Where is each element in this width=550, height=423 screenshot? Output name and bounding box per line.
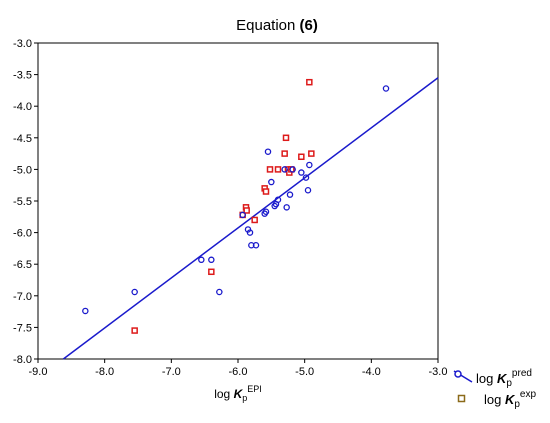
y-tick-label: -8.0 — [13, 354, 32, 366]
exp-point — [208, 268, 215, 276]
data-points — [82, 78, 390, 334]
exp-point — [306, 78, 313, 86]
y-tick-label: -7.0 — [13, 291, 32, 303]
exp-point — [251, 216, 258, 224]
pred-point — [268, 178, 275, 186]
exp-point — [266, 166, 274, 173]
pred-point — [283, 204, 290, 211]
pred-point — [252, 241, 260, 249]
pred-point — [246, 229, 254, 236]
legend-exp-label: log Kpexp — [484, 389, 536, 410]
pred-point — [239, 211, 246, 219]
legend: log Kppred log Kpexp — [453, 368, 536, 410]
axis-ticks: -9.0 -8.0 -7.0 -6.0 -5.0 -4.0 -3.0-3.0-3.5-4.0… — [13, 38, 447, 378]
y-tick-label: -3.0 — [13, 38, 32, 50]
chart-title: Equation (6) — [236, 17, 318, 34]
y-tick-label: -3.5 — [13, 70, 32, 82]
x-tick-label: -9.0 — [29, 366, 48, 378]
x-axis-label: log KpEPI — [214, 384, 262, 403]
x-tick-label: -3.0 — [429, 366, 448, 378]
pred-point — [264, 148, 272, 155]
plot-background — [38, 43, 438, 359]
exp-point — [308, 150, 315, 157]
y-tick-label: -6.0 — [13, 228, 32, 240]
y-tick-label: -6.5 — [13, 259, 32, 271]
y-tick-label: -5.0 — [13, 164, 32, 176]
pred-point — [302, 174, 310, 181]
legend-item-pred: log Kppred — [453, 368, 532, 389]
pred-point — [382, 85, 390, 92]
x-tick-label: -6.0 — [229, 366, 248, 378]
pred-point — [198, 256, 205, 264]
pred-point — [286, 191, 294, 198]
y-tick-label: -4.0 — [13, 101, 32, 113]
x-tick-label: -8.0 — [95, 366, 114, 378]
fit-line — [62, 77, 439, 360]
exp-point — [282, 134, 290, 142]
pred-point — [298, 169, 305, 176]
legend-item-exp: log Kpexp — [457, 389, 536, 410]
y-tick-label: -5.5 — [13, 196, 32, 208]
exp-point — [262, 188, 270, 195]
exp-point — [298, 153, 305, 161]
pred-point — [306, 161, 313, 169]
exp-point — [281, 150, 288, 157]
pred-point — [208, 256, 215, 264]
legend-pred-marker — [454, 370, 462, 378]
fit-line-group — [62, 77, 439, 360]
pred-point — [262, 208, 270, 215]
pred-point — [131, 288, 138, 296]
y-tick-label: -4.5 — [13, 133, 32, 145]
x-tick-label: -7.0 — [162, 366, 181, 378]
legend-pred-label: log Kppred — [476, 368, 532, 389]
pred-point — [274, 196, 282, 203]
pred-point — [216, 288, 223, 296]
exp-point — [274, 166, 282, 173]
pred-point — [289, 166, 296, 173]
x-tick-label: -5.0 — [295, 366, 314, 378]
x-tick-label: -4.0 — [362, 366, 381, 378]
y-tick-label: -7.5 — [13, 322, 32, 334]
plot-area — [37, 42, 439, 360]
legend-exp-marker — [457, 394, 466, 403]
exp-point — [131, 327, 138, 334]
pred-point — [281, 166, 288, 173]
pred-point — [304, 187, 312, 194]
exp-point — [243, 207, 250, 214]
pred-point — [82, 307, 89, 315]
